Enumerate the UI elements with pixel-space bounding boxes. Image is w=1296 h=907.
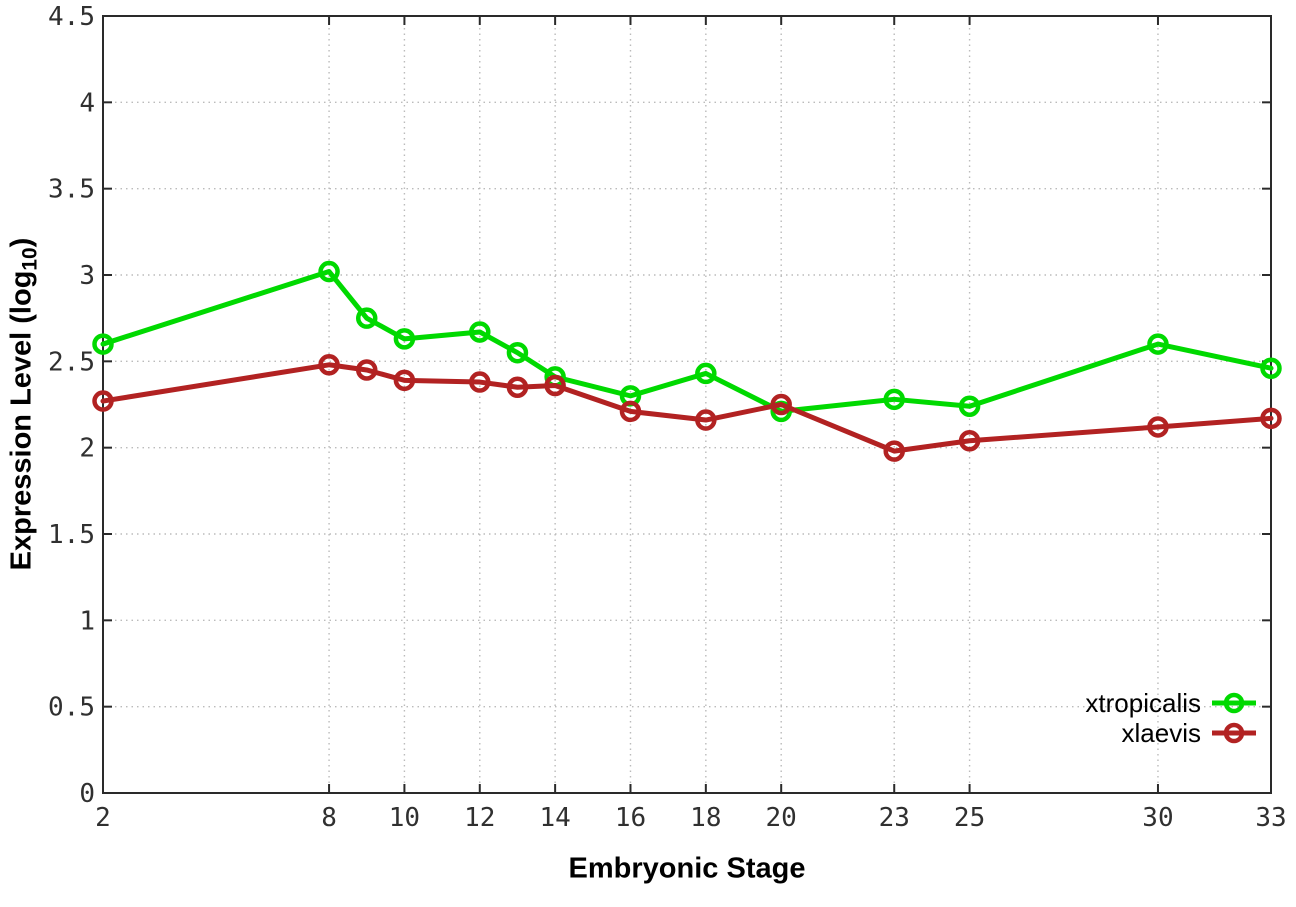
data-point-xlaevis-stage-13: [506, 376, 529, 398]
x-tick-label: 14: [539, 803, 570, 833]
x-tick-label: 18: [690, 803, 721, 833]
data-point-xlaevis-stage-8: [318, 354, 340, 376]
data-point-xtropicalis-stage-12: [469, 321, 491, 343]
legend-item-xtropicalis: xtropicalis: [1085, 688, 1258, 718]
x-tick-label: 16: [615, 803, 646, 833]
data-point-xlaevis-stage-33: [1260, 407, 1282, 430]
x-tick-label: 2: [95, 803, 111, 833]
y-tick-label: 2.5: [48, 347, 95, 377]
x-tick-label: 20: [766, 803, 797, 833]
plot-border: [102, 15, 1272, 794]
data-point-xtropicalis-stage-33: [1260, 357, 1282, 379]
data-point-xlaevis-stage-25: [958, 430, 981, 452]
data-point-xlaevis-stage-30: [1147, 416, 1169, 438]
y-tick-label: 4.5: [48, 2, 95, 32]
legend-label-xlaevis: xlaevis: [1121, 717, 1201, 748]
x-axis-title: Embryonic Stage: [568, 852, 806, 885]
legend-label-xtropicalis: xtropicalis: [1085, 687, 1201, 718]
y-tick-label: 0.5: [48, 693, 95, 723]
data-point-xlaevis-stage-9: [355, 359, 378, 381]
y-axis-title: Expression Level (log10): [6, 238, 43, 571]
y-tick-label: 0: [79, 779, 95, 809]
data-point-xtropicalis-stage-8: [318, 260, 340, 283]
y-tick-label: 3: [79, 261, 95, 291]
data-point-xtropicalis-stage-2: [92, 333, 114, 355]
data-point-xtropicalis-stage-30: [1147, 333, 1169, 355]
data-point-xtropicalis-stage-9: [355, 307, 378, 329]
x-tick-label: 25: [954, 803, 985, 833]
data-point-xlaevis-stage-23: [883, 440, 905, 462]
x-tick-label: 8: [321, 803, 337, 833]
y-axis-title-subscript: 10: [18, 247, 42, 271]
data-point-xtropicalis-stage-18: [695, 362, 717, 385]
data-point-xlaevis-stage-2: [92, 390, 114, 412]
y-tick-label: 4: [79, 88, 95, 118]
y-tick-label: 2: [79, 434, 95, 464]
data-point-xtropicalis-stage-13: [506, 341, 529, 364]
data-point-xlaevis-stage-20: [770, 393, 792, 416]
series-line-xtropicalis: [100, 269, 1274, 414]
data-point-xlaevis-stage-14: [544, 374, 566, 397]
x-tick-label: 23: [879, 803, 910, 833]
x-tick-label: 33: [1255, 803, 1286, 833]
data-point-xlaevis-stage-10: [393, 369, 416, 392]
legend-item-xlaevis: xlaevis: [1085, 718, 1258, 748]
x-tick-label: 30: [1142, 803, 1173, 833]
y-axis-title-text: Expression Level (log: [5, 270, 38, 571]
x-tick-label: 10: [389, 803, 420, 833]
x-tick-label: 12: [464, 803, 495, 833]
legend: xtropicalis xlaevis: [1085, 688, 1258, 748]
data-point-xlaevis-stage-12: [469, 371, 491, 393]
data-point-xlaevis-stage-16: [619, 400, 642, 423]
data-point-xlaevis-stage-18: [695, 409, 717, 431]
data-point-xtropicalis-stage-23: [883, 388, 905, 411]
legend-marker-xtropicalis-icon: [1212, 692, 1256, 714]
data-point-xtropicalis-stage-25: [958, 395, 981, 417]
y-axis-title-suffix: ): [5, 237, 38, 248]
y-tick-label: 1.5: [48, 520, 95, 550]
legend-marker-xlaevis-icon: [1212, 722, 1256, 744]
data-point-xtropicalis-stage-10: [393, 328, 416, 350]
y-tick-label: 1: [79, 606, 95, 636]
y-tick-label: 3.5: [48, 175, 95, 205]
